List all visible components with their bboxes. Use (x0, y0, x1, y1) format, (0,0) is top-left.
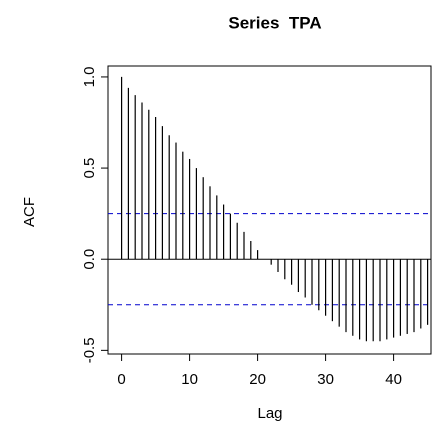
x-tick-label: 10 (181, 371, 198, 388)
chart-title: Series TPA (228, 13, 321, 32)
x-tick-label: 40 (385, 371, 402, 388)
x-tick-label: 20 (249, 371, 266, 388)
x-tick-label: 0 (117, 371, 125, 388)
y-axis-label: ACF (21, 197, 38, 227)
y-tick-label: -0.5 (81, 337, 98, 363)
x-axis-label: Lag (257, 405, 282, 422)
y-tick-label: 1.0 (81, 67, 98, 88)
x-tick-label: 30 (317, 371, 334, 388)
plot-box (107, 65, 432, 355)
y-tick-label: 0.5 (81, 158, 98, 179)
y-tick-label: 0.0 (81, 249, 98, 270)
